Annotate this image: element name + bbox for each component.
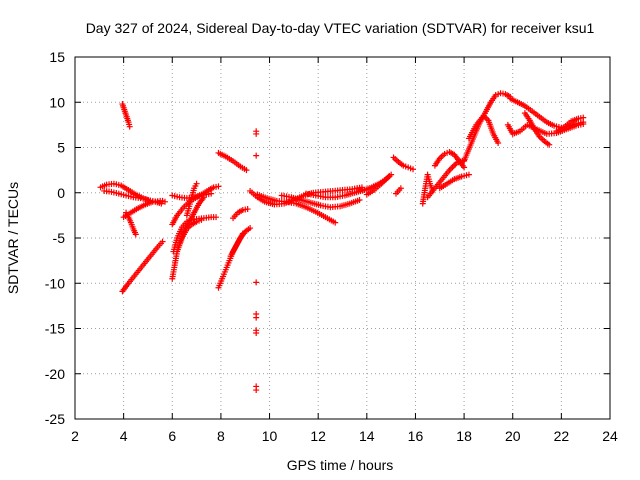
y-tick-label: -25 [45,411,65,427]
data-point [132,231,139,238]
data-point [253,152,260,159]
data-point [397,185,404,192]
x-tick-label: 16 [408,428,424,444]
data-points [97,90,587,394]
data-point [253,387,260,394]
chart-title: Day 327 of 2024, Sidereal Day-to-day VTE… [86,20,595,36]
data-point [244,206,251,213]
y-tick-label: 5 [57,140,65,156]
plot-frame [74,56,611,420]
y-tick-label: 15 [49,49,65,65]
data-point [385,173,392,180]
data-point [215,183,222,190]
data-point [193,180,200,187]
y-tick-label: -5 [53,230,66,246]
y-tick-label: -20 [45,366,65,382]
y-tick-labels: 15 10 5 0 -5 -10 -15 -20 -25 [45,49,65,427]
x-tick-label: 18 [456,428,472,444]
x-tick-label: 2 [71,428,79,444]
data-point [243,167,250,174]
data-point [465,171,472,178]
data-point [159,238,166,245]
grid-lines [75,57,610,419]
data-point [461,164,468,171]
data-point [580,120,587,127]
y-tick-label: 10 [49,94,65,110]
data-point [410,166,417,173]
data-point [126,123,133,130]
data-point [208,190,215,197]
data-point [161,198,168,205]
data-point [253,130,260,137]
data-point [247,225,254,232]
y-axis-label: SDTVAR / TECUs [5,182,21,294]
x-tick-label: 22 [554,428,570,444]
x-tick-label: 20 [505,428,521,444]
data-point [356,196,363,203]
x-tick-label: 10 [262,428,278,444]
y-tick-label: -10 [45,275,65,291]
data-point [332,219,339,226]
data-point [253,279,260,286]
data-point [495,139,502,146]
data-point [213,214,220,221]
data-point [546,141,553,148]
x-axis-label: GPS time / hours [287,457,394,473]
x-tick-label: 8 [217,428,225,444]
x-tick-label: 4 [120,428,128,444]
x-tick-labels: 2 4 6 8 10 12 14 16 18 20 22 24 [71,428,618,444]
x-tick-label: 14 [359,428,375,444]
x-tick-label: 24 [602,428,618,444]
x-tick-label: 6 [168,428,176,444]
y-tick-label: -15 [45,321,65,337]
x-tick-label: 12 [310,428,326,444]
data-point [253,330,260,337]
data-point [580,114,587,121]
data-point [253,314,260,321]
data-point [200,194,207,201]
y-tick-label: 0 [57,185,65,201]
